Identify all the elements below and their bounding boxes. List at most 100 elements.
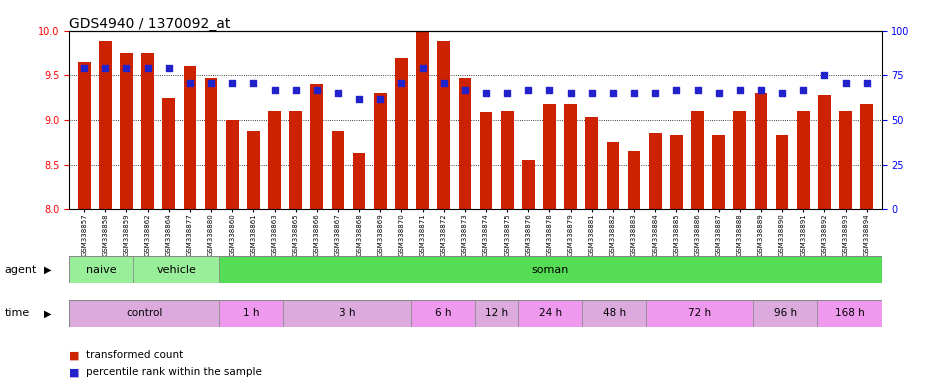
Bar xyxy=(99,41,112,209)
Text: 48 h: 48 h xyxy=(603,308,626,318)
Point xyxy=(648,90,662,96)
Bar xyxy=(670,135,683,209)
Point xyxy=(500,90,514,96)
Text: 168 h: 168 h xyxy=(834,308,864,318)
Bar xyxy=(69,300,219,327)
Point xyxy=(669,86,684,93)
Point xyxy=(711,90,726,96)
Bar xyxy=(586,118,598,209)
Text: vehicle: vehicle xyxy=(156,265,196,275)
Point xyxy=(796,86,810,93)
Point xyxy=(542,86,557,93)
Point xyxy=(775,90,790,96)
Bar xyxy=(797,111,809,209)
Text: transformed count: transformed count xyxy=(86,350,183,360)
Bar xyxy=(607,142,619,209)
Point xyxy=(161,65,176,71)
Bar xyxy=(583,300,647,327)
Point xyxy=(478,90,493,96)
Bar xyxy=(412,300,475,327)
Text: time: time xyxy=(5,308,30,318)
Text: GDS4940 / 1370092_at: GDS4940 / 1370092_at xyxy=(69,17,230,31)
Point xyxy=(458,86,473,93)
Bar xyxy=(69,256,133,283)
Point xyxy=(352,96,366,102)
Bar xyxy=(133,256,219,283)
Bar xyxy=(475,300,518,327)
Point xyxy=(563,90,578,96)
Bar xyxy=(226,120,239,209)
Point xyxy=(225,79,240,86)
Bar xyxy=(290,111,302,209)
Point xyxy=(606,90,621,96)
Text: 12 h: 12 h xyxy=(486,308,509,318)
Point xyxy=(310,86,325,93)
Text: 1 h: 1 h xyxy=(242,308,259,318)
Point xyxy=(437,79,451,86)
Bar xyxy=(352,153,365,209)
Bar xyxy=(480,112,492,209)
Text: naive: naive xyxy=(86,265,117,275)
Bar xyxy=(734,111,746,209)
Point xyxy=(246,79,261,86)
Bar xyxy=(500,111,513,209)
Bar xyxy=(219,300,283,327)
Bar xyxy=(311,84,323,209)
Point xyxy=(182,79,197,86)
Text: 3 h: 3 h xyxy=(339,308,355,318)
Bar xyxy=(416,31,429,209)
Bar xyxy=(518,300,583,327)
Text: soman: soman xyxy=(532,265,569,275)
Point xyxy=(690,86,705,93)
Bar xyxy=(374,93,387,209)
Point xyxy=(838,79,853,86)
Bar xyxy=(755,93,768,209)
Text: control: control xyxy=(126,308,163,318)
Point xyxy=(626,90,641,96)
Bar xyxy=(753,300,818,327)
Text: agent: agent xyxy=(5,265,37,275)
Point xyxy=(415,65,430,71)
Bar xyxy=(120,53,133,209)
Point xyxy=(141,65,155,71)
Bar xyxy=(860,104,873,209)
Point xyxy=(204,79,218,86)
Point xyxy=(98,65,113,71)
Point xyxy=(585,90,599,96)
Bar xyxy=(247,131,260,209)
Text: ▶: ▶ xyxy=(44,265,52,275)
Point xyxy=(330,90,345,96)
Point xyxy=(267,86,282,93)
Bar xyxy=(438,41,450,209)
Point xyxy=(373,96,388,102)
Point xyxy=(817,72,832,78)
Text: percentile rank within the sample: percentile rank within the sample xyxy=(86,367,262,377)
Bar xyxy=(648,133,661,209)
Bar xyxy=(219,256,882,283)
Bar xyxy=(691,111,704,209)
Text: ■: ■ xyxy=(69,367,80,377)
Bar xyxy=(183,66,196,209)
Bar xyxy=(268,111,281,209)
Bar xyxy=(395,58,408,209)
Bar xyxy=(839,111,852,209)
Text: 96 h: 96 h xyxy=(774,308,797,318)
Bar xyxy=(459,78,471,209)
Bar xyxy=(564,104,577,209)
Bar xyxy=(628,151,640,209)
Bar xyxy=(283,300,412,327)
Bar xyxy=(204,78,217,209)
Point xyxy=(289,86,303,93)
Bar xyxy=(543,104,556,209)
Text: 72 h: 72 h xyxy=(688,308,711,318)
Text: 24 h: 24 h xyxy=(538,308,561,318)
Point xyxy=(394,79,409,86)
Point xyxy=(733,86,747,93)
Bar xyxy=(78,62,91,209)
Bar xyxy=(776,135,788,209)
Bar xyxy=(522,160,535,209)
Bar xyxy=(142,53,154,209)
Bar xyxy=(163,98,175,209)
Bar xyxy=(647,300,753,327)
Bar xyxy=(818,95,831,209)
